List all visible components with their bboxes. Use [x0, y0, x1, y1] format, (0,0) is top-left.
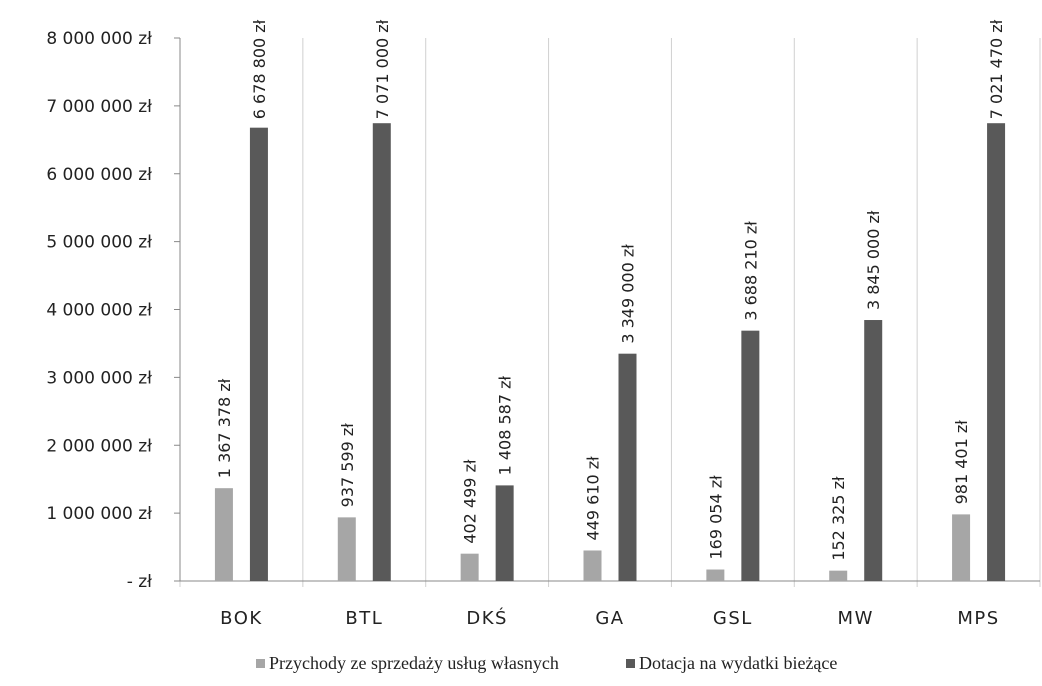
bar-przychody-ga	[583, 550, 602, 581]
x-tick-label-bok: BOK	[220, 608, 263, 629]
data-label-background	[617, 224, 638, 348]
legend: Przychody ze sprzedaży usług własnych Do…	[256, 653, 837, 673]
data-label-group: 402 499 zł	[459, 443, 480, 548]
data-label: 7 021 470 zł	[987, 19, 1006, 119]
x-tick-label-mw: MW	[838, 608, 874, 629]
y-tick-label: 5 000 000 zł	[46, 233, 152, 253]
bar-dotacja-btl	[372, 101, 391, 581]
bar-przychody-bok	[214, 488, 233, 581]
data-label: 7 071 000 zł	[373, 19, 392, 119]
data-label-background	[951, 404, 972, 509]
y-tick-label: 7 000 000 zł	[46, 97, 152, 117]
bar-przychody-btl	[337, 517, 356, 581]
x-tick-label-dkś: DKŚ	[466, 607, 508, 629]
x-tick-label-gsl: GSL	[713, 608, 753, 629]
bars	[214, 101, 1006, 581]
bar-przychody-dkś	[460, 553, 479, 581]
y-tick-label: 8 000 000 zł	[46, 29, 152, 49]
x-tick-label-btl: BTL	[345, 608, 383, 629]
bar-dotacja-bok	[249, 127, 268, 581]
data-label-group: 169 054 zł	[705, 459, 726, 564]
data-label-background	[459, 443, 480, 548]
data-label-group: 7 021 470 zł	[986, 0, 1007, 124]
bar-przychody-mw	[829, 570, 848, 581]
data-label-background	[248, 0, 269, 124]
data-label-group: 981 401 zł	[951, 404, 972, 509]
data-label-background	[705, 459, 726, 564]
data-label: 1 367 378 zł	[215, 378, 234, 478]
data-label-group: 7 071 000 zł	[371, 0, 392, 124]
y-tick-label: 2 000 000 zł	[46, 436, 152, 456]
legend-swatch-series-2	[626, 659, 635, 668]
data-label-group: 3 845 000 zł	[863, 190, 884, 315]
y-tick-label: 6 000 000 zł	[46, 165, 152, 185]
legend-swatch-series-1	[256, 659, 265, 668]
y-tick-label: - zł	[127, 572, 152, 592]
bar-dotacja-gsl	[741, 330, 760, 581]
data-label: 6 678 800 zł	[250, 19, 269, 119]
data-label: 3 688 210 zł	[741, 221, 760, 321]
bar-dotacja-mps	[987, 104, 1006, 581]
data-label: 152 325 zł	[829, 476, 848, 561]
data-label-group: 3 688 210 zł	[740, 201, 761, 325]
bar-dotacja-mw	[864, 320, 883, 581]
data-label: 937 599 zł	[338, 423, 357, 508]
data-label: 3 845 000 zł	[864, 210, 883, 310]
y-tick-label: 1 000 000 zł	[46, 504, 152, 524]
data-label: 402 499 zł	[461, 459, 480, 544]
data-label: 169 054 zł	[706, 475, 725, 560]
data-label: 981 401 zł	[952, 420, 971, 505]
bar-dotacja-ga	[618, 353, 637, 581]
data-label: 1 408 587 zł	[496, 375, 515, 475]
data-label-background	[494, 356, 515, 480]
data-label-group: 1 367 378 zł	[213, 358, 234, 483]
y-axis-ticks: - zł 1 000 000 zł 2 000 000 zł 3 000 000 zł…	[46, 29, 180, 592]
y-tick-label: 4 000 000 zł	[46, 301, 152, 321]
data-label: 449 610 zł	[584, 456, 603, 541]
y-tick-label: 3 000 000 zł	[46, 368, 152, 388]
bar-przychody-gsl	[706, 569, 725, 581]
data-labels: 1 367 378 zł 6 678 800 zł 937 599 zł 7 071 …	[213, 0, 1007, 565]
legend-label-series-1: Przychody ze sprzedaży usług własnych	[269, 653, 559, 673]
data-label-background	[582, 440, 603, 545]
data-label-group: 152 325 zł	[828, 460, 849, 565]
data-label-background	[336, 407, 357, 512]
x-tick-label-mps: MPS	[957, 608, 999, 629]
bar-przychody-mps	[952, 514, 971, 581]
bar-dotacja-dkś	[495, 485, 514, 581]
legend-label-series-2: Dotacja na wydatki bieżące	[639, 653, 837, 673]
data-label-group: 449 610 zł	[582, 440, 603, 545]
data-label-group: 937 599 zł	[336, 407, 357, 512]
data-label-background	[371, 0, 392, 124]
x-tick-label-ga: GA	[595, 608, 624, 629]
data-label-background	[986, 0, 1007, 124]
data-label-background	[213, 358, 234, 483]
data-label: 3 349 000 zł	[619, 244, 638, 344]
data-label-group: 3 349 000 zł	[617, 224, 638, 348]
x-axis-ticks: BOK BTL DKŚ GA GSL MW MPS	[220, 607, 999, 629]
data-label-background	[740, 201, 761, 325]
grid-layer	[179, 38, 1041, 587]
data-label-background	[828, 460, 849, 565]
data-label-group: 1 408 587 zł	[494, 356, 515, 480]
data-label-background	[863, 190, 884, 315]
data-label-group: 6 678 800 zł	[248, 0, 269, 124]
